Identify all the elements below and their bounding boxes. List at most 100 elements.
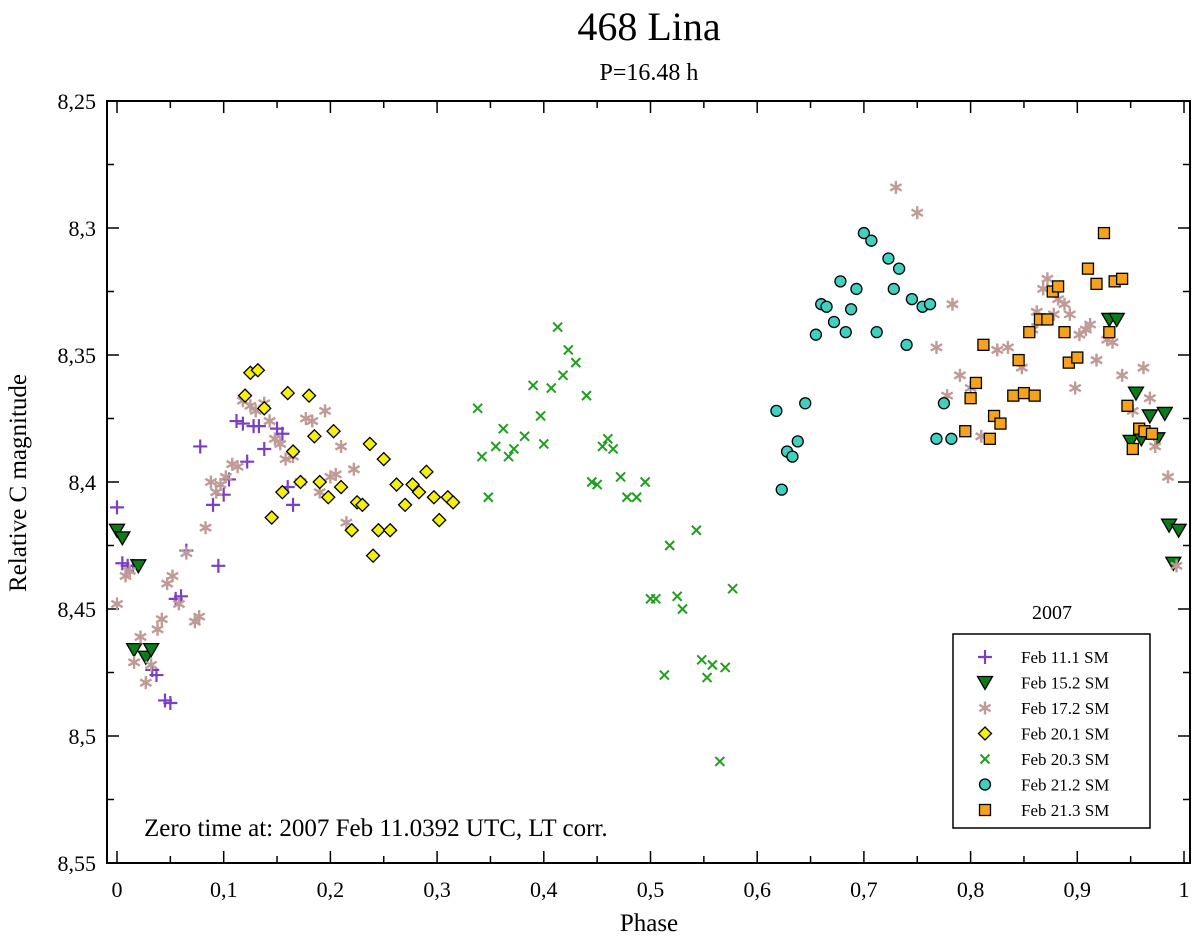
data-point [166, 569, 179, 583]
data-point [714, 756, 726, 767]
data-point [809, 328, 823, 341]
data-point [231, 460, 244, 474]
data-point [991, 343, 1004, 357]
data-point [110, 500, 124, 515]
data-point [882, 252, 895, 265]
legend-label: Feb 15.2 SM [1021, 674, 1109, 693]
data-point [650, 593, 662, 605]
data-point [382, 522, 398, 538]
data-point [172, 597, 186, 611]
data-point [677, 603, 688, 615]
data-point [1073, 328, 1086, 342]
data-point [129, 559, 147, 575]
legend: Feb 11.1 SM Feb 15.2 SM Feb 17.2 SM Feb 20.… [952, 633, 1151, 829]
data-point [1122, 434, 1140, 450]
data-point [155, 612, 169, 626]
data-point [476, 451, 488, 462]
x-tick-label: 0,3 [423, 877, 451, 902]
data-point [275, 426, 290, 441]
data-point [1090, 277, 1103, 291]
data-point [419, 464, 434, 480]
data-point [108, 523, 126, 539]
legend-item: Feb 21.2 SM [978, 776, 1109, 795]
x-tick-label: 0,2 [317, 877, 345, 902]
series-feb-21-3-sm [959, 226, 1159, 456]
data-point [905, 292, 919, 306]
data-point [326, 423, 342, 439]
data-point [431, 512, 447, 528]
data-point [285, 444, 301, 459]
data-point [1012, 353, 1025, 367]
legend-marker [978, 778, 992, 791]
data-point [113, 531, 131, 547]
data-point [279, 452, 292, 466]
chart-title: 468 Lina [577, 4, 721, 49]
legend-item: Feb 15.2 SM [976, 674, 1109, 693]
data-point [994, 417, 1007, 430]
data-point [411, 484, 427, 500]
data-point [937, 397, 951, 410]
data-point [365, 548, 381, 564]
data-point [1170, 559, 1183, 573]
data-point [370, 522, 386, 538]
data-point [263, 414, 276, 428]
data-point [607, 443, 619, 455]
data-point [508, 443, 520, 455]
data-point [240, 454, 255, 469]
data-point [1161, 470, 1175, 484]
data-point [953, 368, 967, 382]
data-point [1017, 386, 1031, 400]
legend-title: 2007 [1032, 602, 1072, 624]
data-point [1023, 325, 1036, 339]
data-point [483, 492, 494, 503]
data-point [229, 414, 244, 429]
data-point [1041, 313, 1054, 326]
data-point [490, 441, 501, 452]
data-point [820, 300, 833, 313]
zero-time-annotation: Zero time at: 2007 Feb 11.0392 UTC, LT c… [144, 815, 608, 842]
data-point [775, 483, 788, 496]
series-feb-17-2-sm [110, 180, 1183, 690]
data-point [900, 338, 913, 351]
data-point [333, 479, 349, 495]
legend-item: Feb 20.3 SM [979, 750, 1109, 769]
data-point [923, 298, 937, 311]
data-point [163, 695, 178, 710]
data-point [1103, 325, 1116, 339]
data-point [719, 662, 731, 673]
data-point [142, 642, 160, 658]
data-point [1001, 340, 1015, 354]
data-point [1058, 325, 1071, 339]
data-point [1148, 439, 1162, 453]
data-point [945, 432, 958, 445]
legend-label: Feb 21.3 SM [1021, 801, 1109, 820]
data-point [344, 522, 360, 538]
data-point [659, 669, 670, 681]
data-point [235, 416, 250, 431]
y-tick-label: 8,4 [69, 470, 97, 495]
legend-item: Feb 17.2 SM [978, 699, 1109, 718]
data-point [930, 340, 943, 354]
data-point [563, 344, 574, 356]
data-point [1115, 368, 1129, 382]
chart-subtitle: P=16.48 h [600, 60, 699, 86]
data-point [257, 441, 272, 456]
data-point [527, 380, 539, 391]
data-point [1063, 307, 1077, 321]
data-point [870, 325, 883, 339]
data-point [581, 390, 592, 401]
data-point [244, 399, 257, 413]
y-tick-labels: 8,25 8,3 8,35 8,4 8,45 8,5 8,55 [58, 89, 97, 876]
data-point [329, 467, 342, 481]
data-point [376, 451, 392, 467]
data-point [1071, 351, 1084, 364]
data-point [887, 282, 900, 296]
y-tick-label: 8,35 [58, 343, 97, 368]
data-point [827, 315, 841, 329]
data-point [615, 471, 626, 483]
data-point [987, 409, 1001, 423]
legend-label: Feb 21.2 SM [1021, 776, 1109, 795]
x-tick-label: 0,5 [637, 877, 665, 902]
legend-marker [978, 701, 992, 715]
